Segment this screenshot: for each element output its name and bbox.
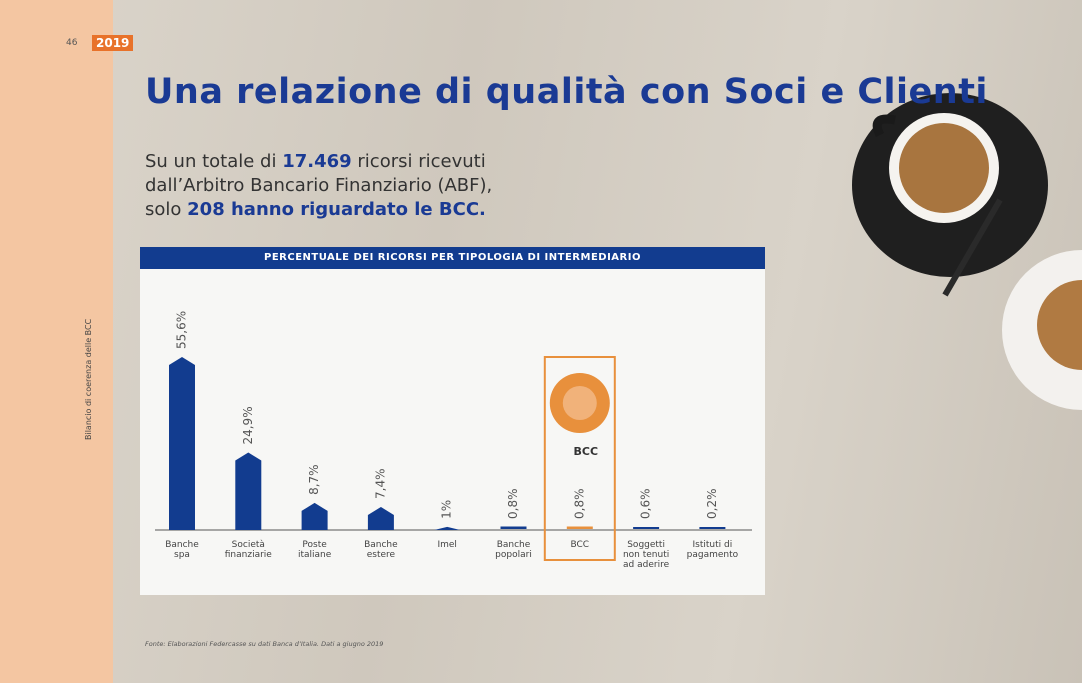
bar — [367, 506, 394, 530]
value-label: 1% — [440, 500, 454, 519]
value-label: 24,9% — [241, 406, 255, 444]
bar — [633, 527, 660, 529]
intro-text: Su un totale di 17.469 ricorsi ricevuti … — [145, 150, 492, 222]
value-label: 0,6% — [639, 489, 653, 519]
side-strip — [0, 0, 113, 683]
year-badge: 2019 — [92, 35, 134, 51]
value-label: 7,4% — [373, 468, 387, 499]
page-number: 46 — [66, 38, 78, 48]
chart-plot: 55,6% 24,9% 8,7% 7,4% 1% 0,8% BCC 0,8% 0,6% 0,2% — [155, 311, 752, 561]
intro-segment: 17.469 — [282, 151, 352, 172]
category-label: Imel — [437, 540, 457, 550]
category-label: BCC — [570, 540, 590, 550]
category-label: Soggetti non tenuti ad aderire — [622, 540, 670, 570]
value-label: 8,7% — [307, 464, 321, 495]
bar — [699, 527, 726, 529]
bar — [434, 526, 461, 530]
category-label: Poste italiane — [297, 540, 332, 560]
category-label: Banche spa — [165, 540, 199, 560]
side-text: Bilancio di coerenza delle BCC — [84, 318, 93, 440]
category-label: Banche popolari — [495, 540, 532, 560]
bar — [566, 526, 593, 529]
value-label: 55,6% — [175, 311, 189, 349]
bar — [301, 502, 328, 530]
value-label: 0,2% — [705, 489, 719, 520]
intro-segment: Su un totale di — [145, 151, 283, 172]
source-note: Fonte: Elaborazioni Federcasse su dati B… — [145, 640, 384, 648]
highlight-box — [543, 356, 616, 561]
value-label: 0,8% — [572, 489, 586, 520]
chart: 55,6% 24,9% 8,7% 7,4% 1% 0,8% BCC 0,8% 0,6% 0,2% … — [140, 269, 765, 595]
intro-segment: 208 hanno riguardato le BCC. — [187, 199, 486, 220]
category-label: Società finanziarie — [224, 540, 272, 560]
page-title: Una relazione di qualità con Soci e Clie… — [145, 72, 988, 112]
category-label: Istituti di pagamento — [686, 540, 739, 560]
logo-text: BCC — [574, 445, 599, 458]
value-label: 0,8% — [506, 489, 520, 520]
logo-inner — [562, 386, 597, 420]
bar — [169, 357, 195, 530]
bar — [500, 526, 527, 529]
intro-segment: ricorsi ricevuti dall’Arbitro Bancario F… — [145, 151, 493, 220]
chart-title: PERCENTUALE DEI RICORSI PER TIPOLOGIA DI… — [140, 247, 765, 269]
category-label: Banche estere — [364, 540, 398, 560]
bar — [235, 452, 262, 530]
